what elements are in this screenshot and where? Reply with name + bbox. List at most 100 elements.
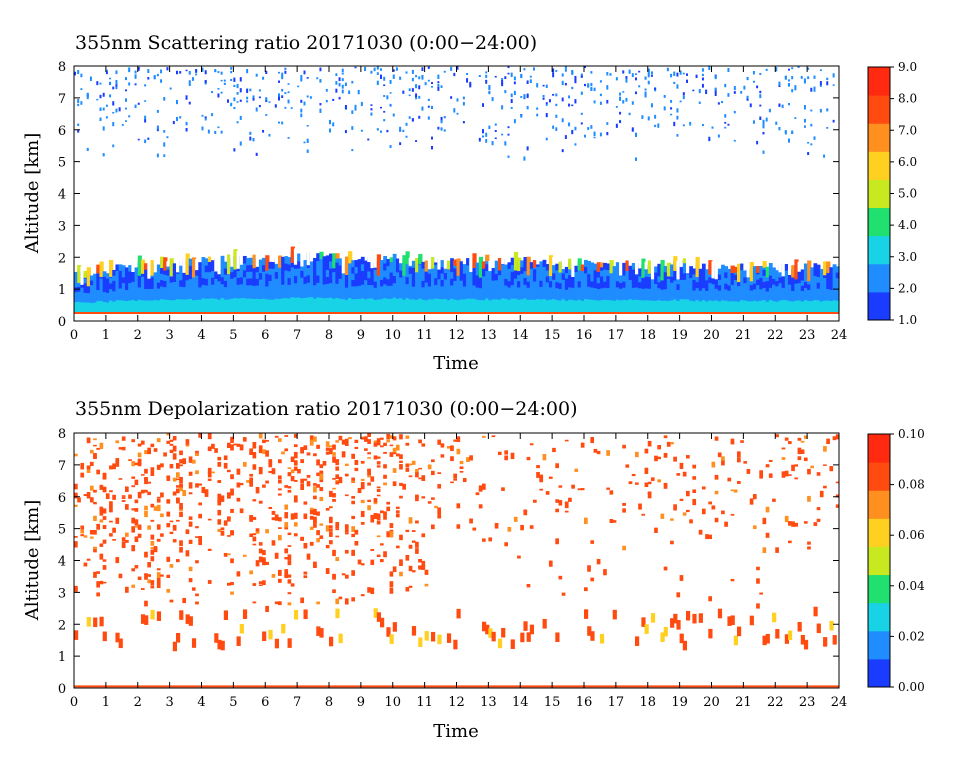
heatmap-cell <box>749 498 754 505</box>
heatmap-cell <box>262 77 265 80</box>
heatmap-cell <box>612 288 617 296</box>
heatmap-cell <box>150 519 155 522</box>
heatmap-cell <box>631 275 636 282</box>
heatmap-cell <box>533 305 537 313</box>
heatmap-cell <box>446 287 451 295</box>
heatmap-cell <box>730 284 735 291</box>
heatmap-cell <box>561 255 566 270</box>
heatmap-cell <box>316 289 321 298</box>
colorbar-segment <box>868 443 890 449</box>
heatmap-cell <box>791 76 794 80</box>
heatmap-cell <box>351 273 356 281</box>
heatmap-cell <box>529 280 534 288</box>
heatmap-cell <box>810 272 815 279</box>
colorbar-segment <box>868 174 890 180</box>
heatmap-cell <box>692 273 697 280</box>
heatmap-cell <box>536 266 540 274</box>
heatmap-cell <box>714 299 719 307</box>
heatmap-cell <box>303 571 308 575</box>
heatmap-cell <box>510 72 513 78</box>
heatmap-cell <box>74 301 78 308</box>
heatmap-cell <box>529 292 534 300</box>
heatmap-cell <box>727 274 732 281</box>
heatmap-cell <box>622 281 627 288</box>
heatmap-cells <box>74 66 840 315</box>
heatmap-cell <box>258 279 263 287</box>
heatmap-cell <box>494 286 499 293</box>
colorbar-segment <box>868 249 890 255</box>
heatmap-cell <box>74 271 78 278</box>
heatmap-cell <box>517 555 521 559</box>
heatmap-cell <box>590 280 595 288</box>
heatmap-cell <box>427 285 432 293</box>
heatmap-cell <box>743 305 748 313</box>
heatmap-cell <box>220 283 225 292</box>
heatmap-cell <box>179 610 184 620</box>
heatmap-cell <box>246 291 250 299</box>
heatmap-cell <box>654 288 658 296</box>
heatmap-cell <box>185 439 190 444</box>
heatmap-cell <box>756 603 760 609</box>
heatmap-cell <box>670 100 673 103</box>
heatmap-cell <box>606 269 611 277</box>
heatmap-cell <box>829 620 834 631</box>
heatmap-cell <box>93 547 97 550</box>
heatmap-cell <box>217 509 222 516</box>
heatmap-cell <box>293 433 298 438</box>
heatmap-cell <box>230 67 233 70</box>
heatmap-cell <box>329 253 333 262</box>
heatmap-cell <box>395 278 400 286</box>
heatmap-cell <box>803 299 808 307</box>
heatmap-cell <box>332 444 336 450</box>
heatmap-cell <box>265 529 269 534</box>
heatmap-cell <box>137 299 142 306</box>
colorbar-segment <box>868 240 890 246</box>
heatmap-cell <box>303 478 308 481</box>
heatmap-cell <box>705 295 709 302</box>
heatmap-cell <box>807 294 811 302</box>
heatmap-cell <box>660 300 665 307</box>
heatmap-cell <box>635 91 637 95</box>
heatmap-cell <box>262 277 266 286</box>
heatmap-cell <box>564 305 569 313</box>
heatmap-cell <box>469 455 473 461</box>
heatmap-cell <box>590 577 595 582</box>
heatmap-cell <box>230 474 234 480</box>
heatmap-cell <box>115 79 118 85</box>
heatmap-cell <box>469 518 473 524</box>
heatmap-cell <box>217 71 220 73</box>
heatmap-cell <box>679 70 682 75</box>
heatmap-cell <box>807 300 811 307</box>
heatmap-cell <box>673 121 676 127</box>
heatmap-cell <box>714 490 719 495</box>
heatmap-cell <box>513 81 516 85</box>
heatmap-cell <box>182 489 187 497</box>
colorbar-segment <box>868 485 890 491</box>
heatmap-cell <box>389 79 392 84</box>
x-tick-label: 17 <box>608 695 625 710</box>
heatmap-cell <box>635 132 637 137</box>
heatmap-cell <box>287 472 292 477</box>
heatmap-cell <box>300 108 303 113</box>
heatmap-cell <box>309 509 314 515</box>
heatmap-cell <box>599 275 604 283</box>
heatmap-cell <box>169 439 174 442</box>
heatmap-cell <box>497 305 502 313</box>
heatmap-cell <box>268 299 273 306</box>
heatmap-cell <box>660 277 665 285</box>
scattering-ratio-panel: 355nm Scattering ratio 20171030 (0:00−24… <box>22 32 917 374</box>
heatmap-cell <box>679 100 682 103</box>
heatmap-cell <box>86 94 89 100</box>
heatmap-cell <box>137 66 140 71</box>
heatmap-cell <box>344 526 349 532</box>
heatmap-cell <box>415 520 419 524</box>
heatmap-cell <box>765 296 770 302</box>
heatmap-cell <box>389 304 394 313</box>
heatmap-cell <box>507 126 510 129</box>
x-tick-label: 4 <box>197 695 205 710</box>
heatmap-cell <box>424 287 429 295</box>
heatmap-cell <box>364 436 368 442</box>
heatmap-cell <box>319 473 324 480</box>
colorbar: 1.02.03.04.05.06.07.08.09.0 <box>867 60 917 327</box>
heatmap-cell <box>714 75 717 80</box>
